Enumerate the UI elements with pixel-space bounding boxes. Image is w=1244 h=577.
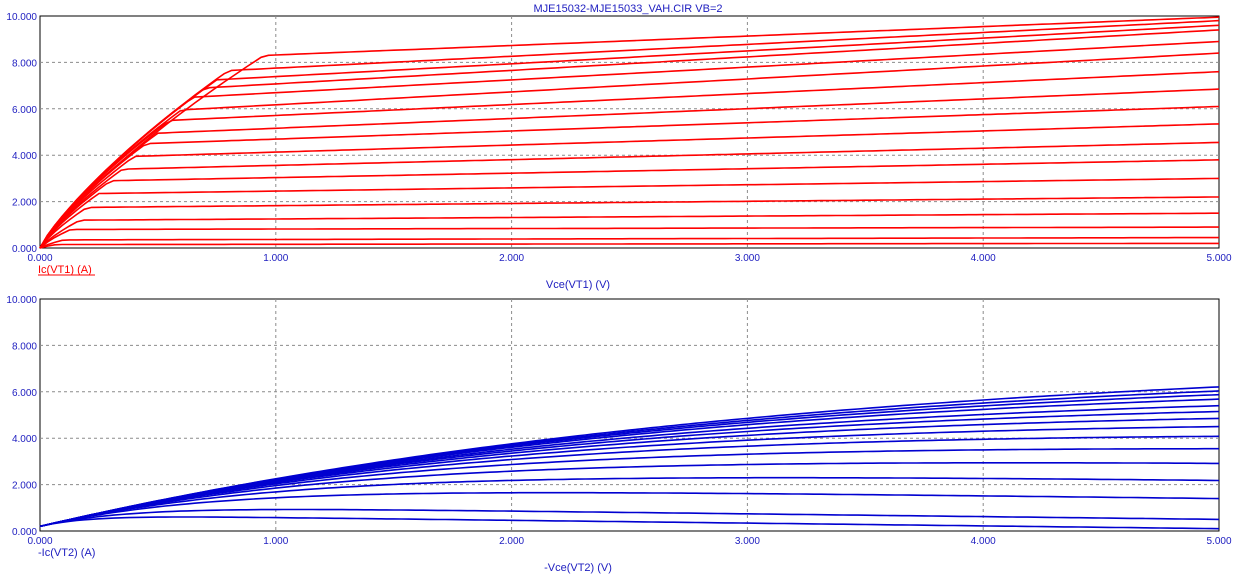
series-line-vt1: [39, 242, 1219, 249]
series-line-vt1: [39, 212, 1219, 249]
series-line-vt1: [39, 196, 1219, 249]
y-tick-label: 6.000: [12, 388, 37, 399]
x-tick-label: 2.000: [499, 536, 524, 547]
chart-title: MJE15032-MJE15033_VAH.CIR VB=2: [533, 3, 722, 15]
x-tick-label: 1.000: [263, 253, 288, 264]
series-line-vt1: [39, 177, 1220, 249]
y-tick-label: 4.000: [12, 151, 37, 162]
y-tick-label: 6.000: [12, 105, 37, 116]
x-tick-label: 5.000: [1206, 536, 1231, 547]
x-tick-label: 5.000: [1206, 253, 1231, 264]
y-tick-label: 10.000: [6, 12, 37, 23]
x-tick-label: 0.000: [27, 536, 52, 547]
y-axis-label-vt2: -Ic(VT2) (A): [38, 547, 95, 559]
y-tick-label: 2.000: [12, 198, 37, 209]
series-line-vt2: [39, 491, 1220, 528]
plot-frame: [39, 298, 1220, 532]
series-line-vt1: [39, 40, 1220, 249]
series-line-vt2: [39, 461, 1219, 528]
x-axis-label-vt1: Vce(VT1) (V): [546, 279, 610, 291]
y-axis-label-vt1: Ic(VT1) (A): [38, 264, 92, 276]
y-tick-label: 4.000: [12, 434, 37, 445]
series-line-vt2: [39, 404, 1220, 528]
series-line-vt1: [39, 105, 1220, 249]
series-line-vt1: [39, 141, 1220, 249]
series-line-vt2: [39, 425, 1220, 528]
plot-ic-vt1: 0.000 1.000 2.000 3.000 4.000 5.000 0.000 2.000…: [6, 12, 1232, 264]
plot-frame: [39, 15, 1220, 249]
series-line-vt2: [39, 447, 1219, 528]
x-tick-label: 1.000: [263, 536, 288, 547]
series-line-vt2: [39, 393, 1220, 528]
series-line-vt1: [39, 226, 1219, 249]
series-line-vt1: [39, 88, 1220, 249]
x-tick-label: 2.000: [499, 253, 524, 264]
series-line-vt1: [39, 123, 1220, 249]
x-tick-label: 0.000: [27, 253, 52, 264]
series-line-vt2: [39, 435, 1220, 528]
series-line-vt1: [39, 19, 1220, 249]
series-line-vt1: [39, 70, 1220, 249]
x-tick-label: 3.000: [735, 253, 760, 264]
series-line-vt2: [39, 508, 1220, 528]
x-axis-label-vt2: -Vce(VT2) (V): [544, 562, 612, 574]
y-tick-label: 2.000: [12, 481, 37, 492]
series-line-vt2: [39, 410, 1220, 528]
series-line-vt2: [39, 476, 1220, 528]
x-tick-label: 3.000: [735, 536, 760, 547]
y-tick-label: 0.000: [12, 527, 37, 538]
plot-ic-vt2: 0.000 1.000 2.000 3.000 4.000 5.000 0.000 2.000…: [6, 295, 1232, 547]
series-line-vt1: [39, 52, 1220, 249]
y-tick-label: 8.000: [12, 341, 37, 352]
y-tick-label: 8.000: [12, 58, 37, 69]
x-tick-label: 4.000: [971, 536, 996, 547]
y-tick-label: 10.000: [6, 295, 37, 306]
series-line-vt1: [39, 24, 1220, 249]
x-tick-label: 4.000: [971, 253, 996, 264]
series-line-vt1: [39, 236, 1219, 249]
series-line-vt1: [39, 159, 1220, 249]
series-line-vt1: [39, 16, 1220, 249]
series-line-vt1: [39, 29, 1220, 249]
y-tick-label: 0.000: [12, 244, 37, 255]
series-line-vt2: [39, 516, 1220, 530]
series-line-vt2: [39, 386, 1220, 528]
